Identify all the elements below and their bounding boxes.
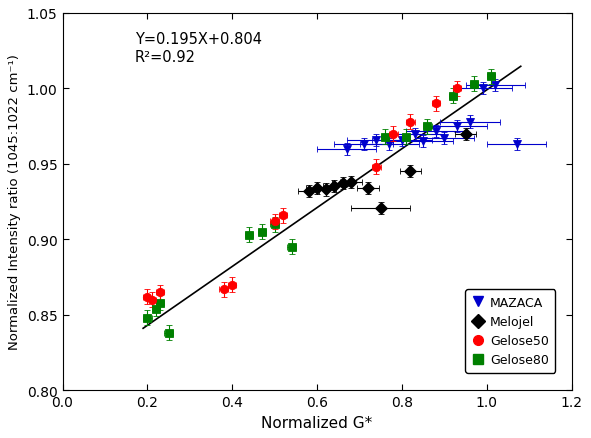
- Text: R²=0.92: R²=0.92: [135, 50, 196, 65]
- Y-axis label: Normalized Intensity ratio (1045:1022 cm⁻¹): Normalized Intensity ratio (1045:1022 cm…: [8, 54, 21, 350]
- Legend: MAZACA, Melojel, Gelose50, Gelose80: MAZACA, Melojel, Gelose50, Gelose80: [465, 290, 555, 373]
- X-axis label: Normalized G*: Normalized G*: [261, 415, 373, 430]
- Text: Y=0.195X+0.804: Y=0.195X+0.804: [135, 32, 262, 47]
